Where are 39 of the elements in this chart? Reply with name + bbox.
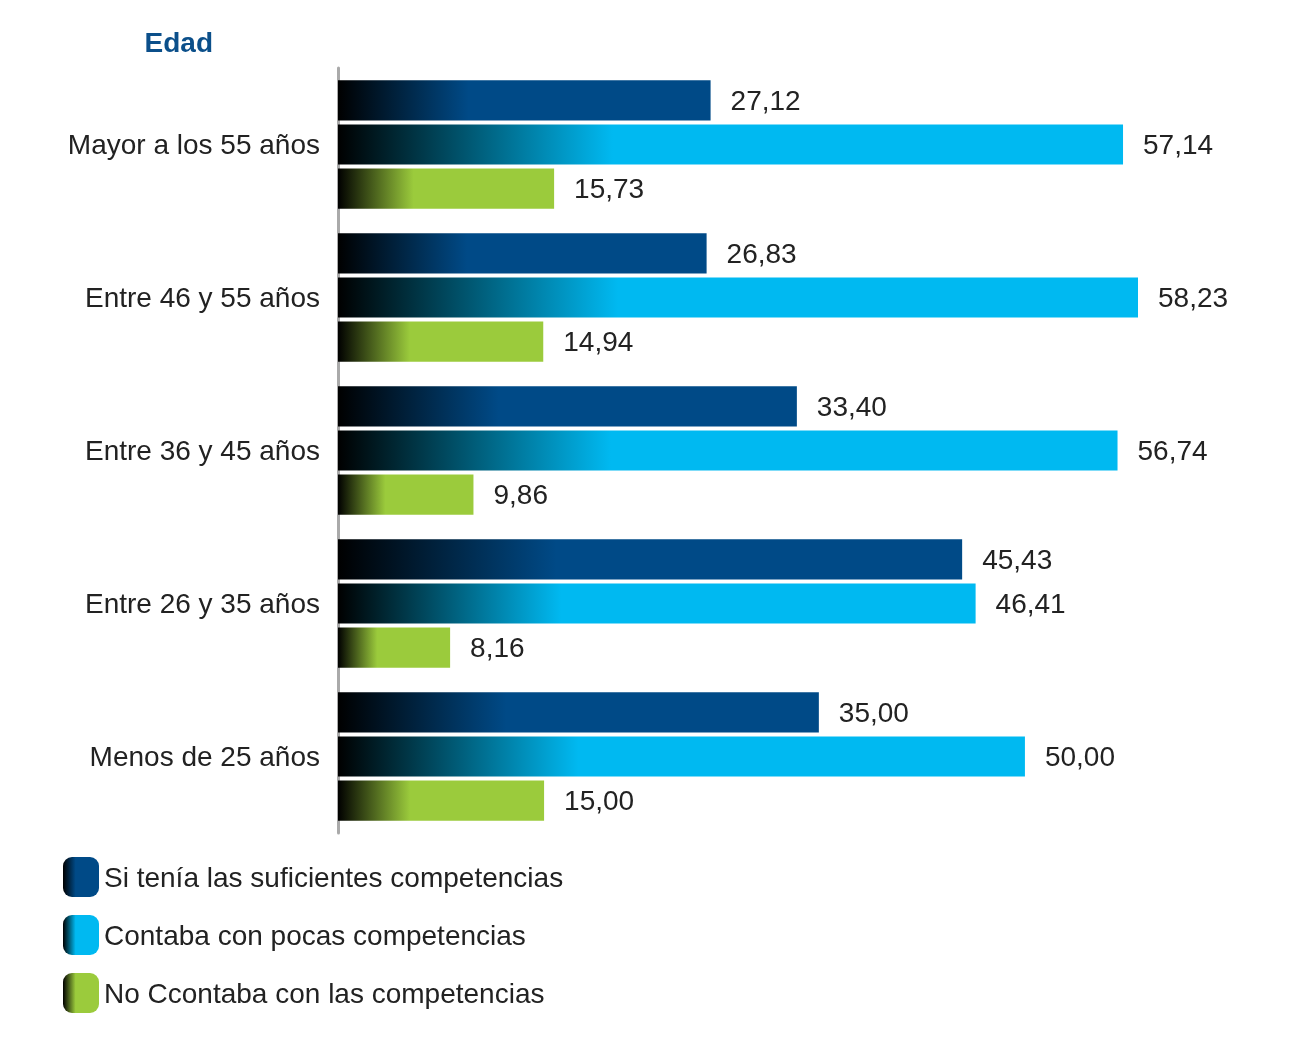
data-label: 46,41 bbox=[995, 588, 1066, 619]
data-label: 56,74 bbox=[1137, 435, 1208, 466]
data-label: 26,83 bbox=[726, 237, 797, 269]
data-label: 45,43 bbox=[982, 543, 1053, 575]
bar bbox=[338, 627, 451, 668]
bar bbox=[338, 736, 1025, 777]
data-label: 9,86 bbox=[493, 479, 548, 511]
data-label: 15,00 bbox=[564, 785, 635, 817]
data-label: 14,94 bbox=[563, 326, 634, 358]
bar bbox=[338, 233, 707, 274]
bar bbox=[338, 277, 1138, 318]
data-label: 50,00 bbox=[1044, 741, 1116, 772]
legend-label: No Ccontaba con las competencias bbox=[104, 977, 545, 1009]
data-label: 15,73 bbox=[574, 173, 645, 205]
y-tick-label: Entre 26 y 35 años bbox=[84, 588, 320, 619]
bar bbox=[338, 386, 797, 427]
bar bbox=[338, 780, 545, 821]
data-label: 27,12 bbox=[730, 84, 801, 116]
data-label: 57,14 bbox=[1143, 129, 1214, 160]
data-label: 58,23 bbox=[1158, 282, 1229, 313]
bar bbox=[338, 321, 544, 362]
bar bbox=[338, 474, 474, 515]
bar bbox=[338, 80, 711, 121]
bar bbox=[338, 692, 819, 733]
y-tick-label: Menos de 25 años bbox=[89, 741, 320, 772]
y-axis-title: Edad bbox=[144, 26, 213, 58]
bar bbox=[338, 583, 976, 624]
bar bbox=[338, 168, 555, 209]
bar bbox=[338, 124, 1124, 165]
data-label: 8,16 bbox=[470, 632, 525, 664]
data-label: 35,00 bbox=[838, 696, 909, 728]
bar bbox=[338, 430, 1118, 471]
legend-label: Contaba con pocas competencias bbox=[104, 919, 526, 951]
y-tick-label: Entre 46 y 55 años bbox=[84, 282, 320, 313]
data-label: 33,40 bbox=[816, 390, 887, 422]
legend-label: Si tenía las suficientes competencias bbox=[104, 861, 564, 893]
bar bbox=[338, 539, 963, 580]
y-tick-label: Entre 36 y 45 años bbox=[84, 435, 320, 466]
y-tick-label: Mayor a los 55 años bbox=[67, 129, 320, 160]
